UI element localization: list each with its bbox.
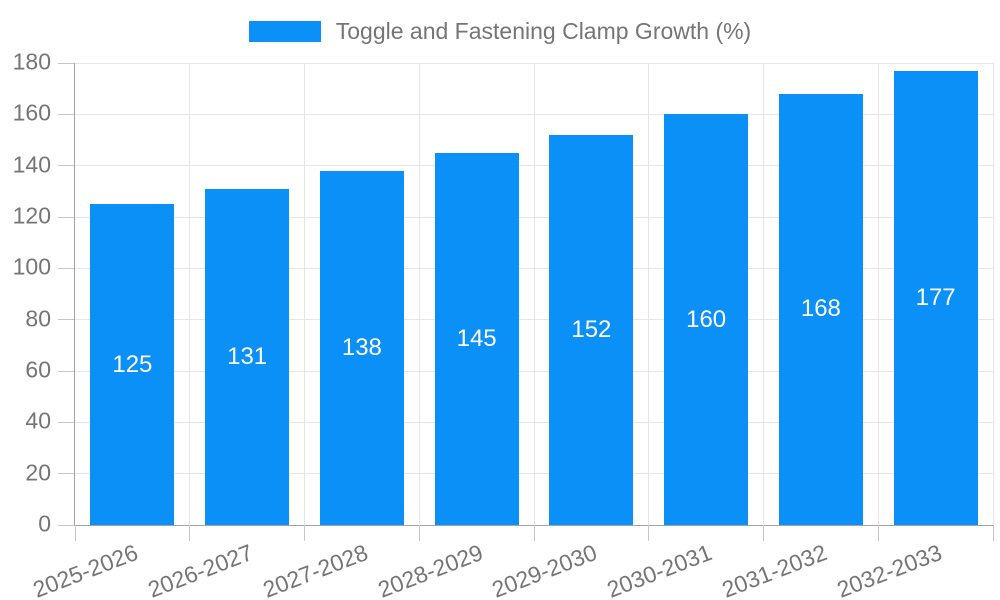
y-axis-tick [58,165,74,167]
y-tick-label: 40 [25,407,51,434]
x-gridline [418,63,420,525]
x-gridline [533,63,535,525]
x-axis-tick [648,525,650,541]
y-axis-tick [58,370,74,372]
bar [549,134,634,525]
y-axis-tick [58,524,74,526]
x-tick-label: 2028-2029 [373,539,486,600]
bar [90,204,175,525]
y-tick-label: 80 [25,305,51,332]
x-axis-tick [763,525,764,541]
x-gridline [304,63,305,525]
bar [778,93,863,525]
x-gridline [877,63,879,525]
bar-value-label: 177 [915,283,956,311]
y-tick-label: 140 [12,151,51,178]
bar-value-label: 138 [341,333,382,361]
y-tick-label: 20 [25,459,51,486]
x-gridline [648,63,650,525]
y-tick-label: 160 [12,99,51,126]
bar-value-label: 145 [456,324,497,352]
bar [664,114,749,525]
bar-value-label: 152 [571,315,612,343]
y-tick-label: 180 [12,48,51,75]
legend-color-swatch [248,20,321,42]
x-gridline [763,63,764,525]
x-tick-label: 2031-2032 [718,539,831,600]
y-axis-tick [58,113,74,115]
bar-value-label: 160 [686,305,727,333]
x-axis-tick [533,525,535,541]
y-axis-tick [58,267,74,269]
y-axis-tick [58,216,74,218]
x-tick-label: 2029-2030 [488,539,601,600]
x-axis-tick [189,525,191,541]
legend-label: Toggle and Fastening Clamp Growth (%) [335,18,752,44]
y-tick-label: 60 [25,356,51,383]
plot-area: 0 20 40 60 80 100 120 140 160 180 125 2025-2026 131 2… [13,48,994,600]
bar [319,170,404,525]
x-tick-label: 2032-2033 [832,539,945,600]
y-axis-tick [58,62,74,64]
x-tick-label: 2030-2031 [603,539,716,600]
x-tick-label: 2025-2026 [29,539,142,600]
bar-value-label: 131 [227,342,268,370]
x-axis-tick [992,525,994,541]
x-tick-label: 2026-2027 [144,539,257,600]
x-axis-tick [418,525,420,541]
x-gridline [992,63,994,525]
legend-item[interactable]: Toggle and Fastening Clamp Growth (%) [248,18,752,44]
x-axis-tick [304,525,305,541]
bar [205,188,290,525]
x-gridline [189,63,191,525]
bar-value-label: 125 [112,350,153,378]
bar-value-label: 168 [800,295,841,323]
y-axis-tick [58,473,74,475]
x-axis-tick [74,525,76,541]
bar [434,152,519,525]
y-axis-tick [58,319,74,321]
y-tick-label: 100 [12,253,51,280]
bar [893,70,978,525]
y-tick-label: 0 [38,510,51,537]
y-axis-tick [58,421,74,423]
legend: Toggle and Fastening Clamp Growth (%) [0,18,1000,44]
x-axis-tick [877,525,879,541]
x-tick-label: 2027-2028 [259,539,372,600]
y-tick-label: 120 [12,202,51,229]
